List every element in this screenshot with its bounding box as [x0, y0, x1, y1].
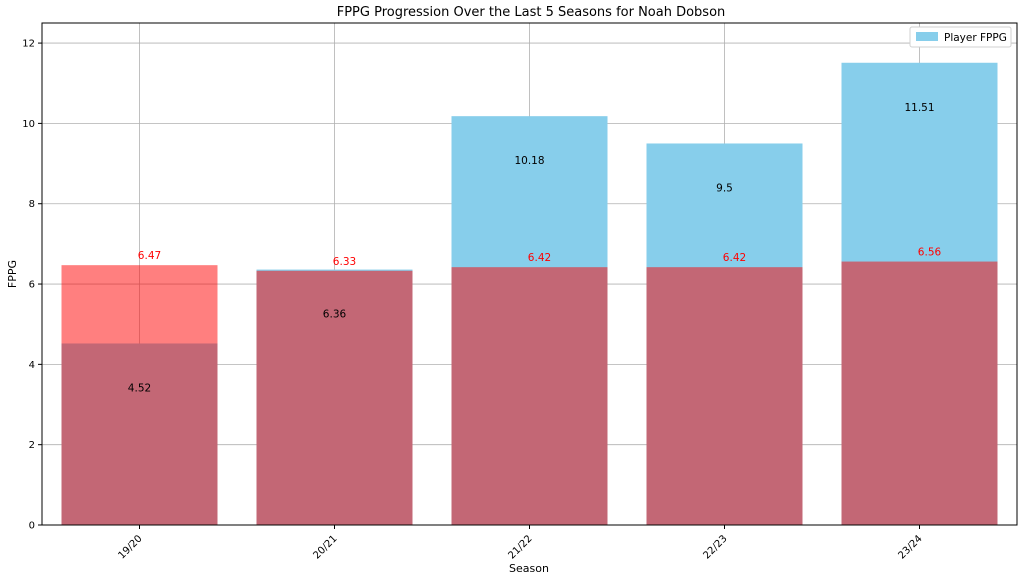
y-tick-label: 12 [22, 39, 35, 50]
bar-series-1 [451, 267, 608, 525]
y-tick-label: 6 [29, 280, 35, 291]
legend-swatch [916, 32, 938, 41]
legend-label: Player FPPG [944, 32, 1007, 44]
bar-series-1 [61, 265, 218, 525]
bar-value-label: 4.52 [128, 382, 151, 394]
bar-value-label: 9.5 [716, 182, 733, 194]
bar-value-label: 10.18 [514, 155, 544, 167]
y-tick-label: 4 [29, 360, 35, 371]
bar-series-1 [256, 270, 413, 525]
x-tick-label: 22/23 [701, 533, 729, 561]
legend: Player FPPG [909, 26, 1012, 48]
y-tick-label: 0 [29, 521, 35, 532]
y-tick-label: 2 [29, 440, 35, 451]
y-tick-label: 8 [29, 199, 35, 210]
x-axis-ticks: 19/20 20/21 21/22 22/23 23/24 [116, 525, 925, 562]
bars [61, 62, 998, 526]
x-tick-label: 21/22 [506, 533, 534, 561]
x-axis-label: Season [509, 562, 549, 575]
bar-labels: 4.52 6.36 10.18 9.5 11.51 6.47 6.33 6.42 6.42 6.5… [128, 102, 942, 395]
average-value-label: 6.42 [528, 252, 551, 264]
bar-series-1 [841, 261, 998, 525]
average-value-label: 6.33 [333, 256, 356, 268]
y-axis-label: FPPG [6, 260, 19, 288]
y-tick-label: 10 [22, 119, 35, 130]
chart-title: FPPG Progression Over the Last 5 Seasons… [337, 5, 726, 20]
average-value-label: 6.47 [138, 250, 161, 262]
x-tick-label: 20/21 [311, 533, 339, 561]
x-tick-label: 23/24 [896, 533, 924, 561]
bar-value-label: 11.51 [904, 102, 934, 114]
bar-value-label: 6.36 [323, 309, 347, 321]
average-value-label: 6.56 [918, 247, 942, 259]
average-value-label: 6.42 [723, 252, 746, 264]
bar-series-1 [646, 267, 803, 525]
x-tick-label: 19/20 [116, 533, 144, 561]
y-axis-ticks: 0 2 4 6 8 10 12 [22, 39, 42, 532]
